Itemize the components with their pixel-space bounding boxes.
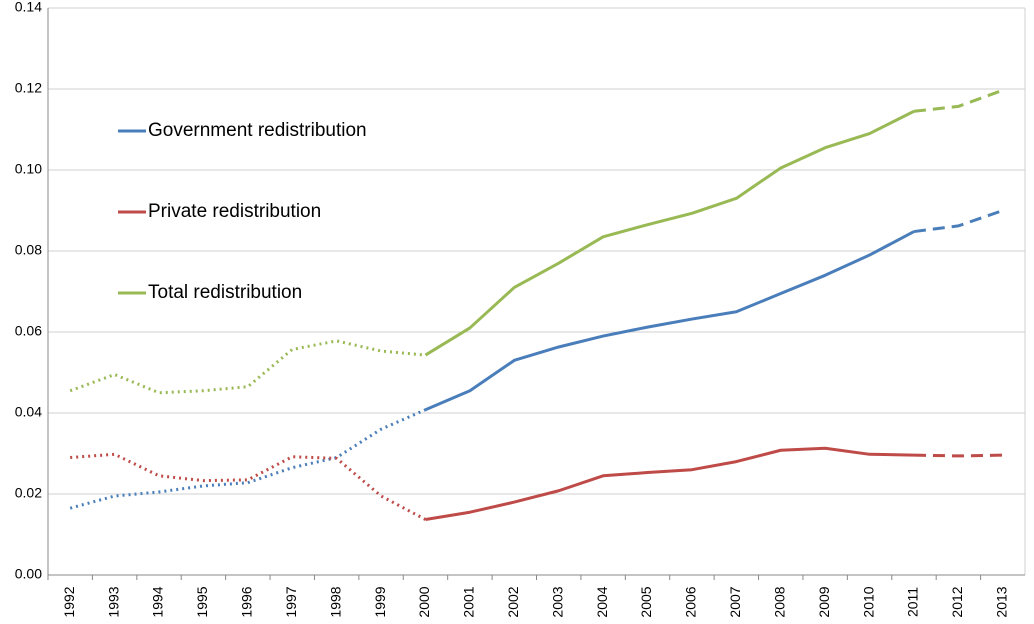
series-line (913, 88, 1004, 113)
y-tick-label: 0.02 (15, 485, 42, 501)
y-tick-label: 0.12 (15, 80, 42, 96)
series-line (913, 209, 1004, 234)
x-tick-label: 2007 (727, 586, 743, 617)
x-tick-label: 1998 (327, 586, 343, 617)
series-line (70, 452, 427, 521)
x-tick-label: 1994 (150, 586, 166, 617)
y-tick-label: 0.06 (15, 323, 42, 339)
x-tick-label: 1996 (239, 586, 255, 617)
x-tick-label: 1999 (372, 586, 388, 617)
y-tick-label: 0.14 (15, 0, 42, 15)
series-line (424, 109, 915, 357)
x-tick-label: 2012 (949, 586, 965, 617)
x-tick-label: 1992 (61, 586, 77, 617)
x-tick-label: 2004 (594, 586, 610, 617)
y-tick-label: 0.04 (15, 404, 42, 420)
x-tick-label: 1993 (105, 586, 121, 617)
x-tick-label: 2008 (771, 586, 787, 617)
x-tick-label: 1995 (194, 586, 210, 617)
x-tick-label: 2011 (905, 587, 921, 617)
y-tick-label: 0.10 (15, 161, 42, 177)
x-tick-label: 2005 (638, 586, 654, 617)
y-tick-label: 0.08 (15, 242, 42, 258)
x-tick-label: 2000 (416, 586, 432, 617)
legend: Government redistribution Private redistr… (118, 120, 367, 303)
series-line (913, 453, 1003, 458)
y-tick-label: 0.00 (15, 566, 42, 582)
series-line (425, 446, 915, 521)
x-tick-label: 2009 (816, 586, 832, 617)
legend-label: Government redistribution (148, 120, 367, 141)
series-line (69, 408, 427, 510)
x-tick-label: 2002 (505, 586, 521, 617)
x-tick-label: 2013 (993, 586, 1009, 617)
legend-label: Total redistribution (148, 282, 302, 303)
x-tick-label: 2010 (860, 586, 876, 617)
series-line (424, 230, 915, 412)
series-line (69, 339, 426, 395)
x-tick-label: 2001 (461, 586, 477, 617)
legend-label: Private redistribution (148, 201, 321, 222)
x-tick-label: 2003 (549, 586, 565, 617)
x-tick-label: 2006 (683, 586, 699, 617)
x-tick-label: 1997 (283, 586, 299, 617)
